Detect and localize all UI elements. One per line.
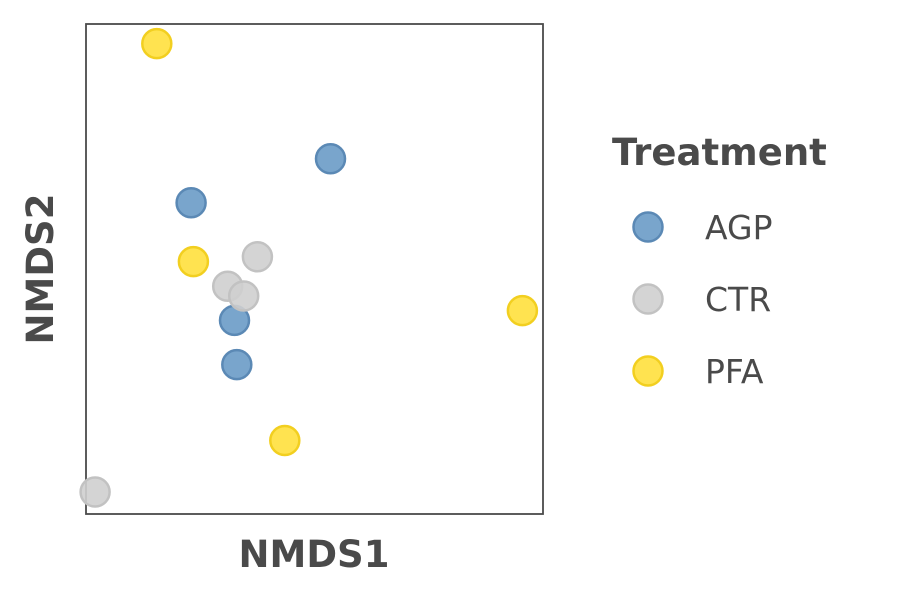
legend-entries: AGP CTR PFA (632, 208, 772, 391)
plot-area-frame (85, 23, 544, 515)
legend-label-agp: AGP (705, 208, 772, 247)
data-points-layer (79, 27, 539, 508)
legend-marker-agp (632, 211, 664, 243)
data-point-ctr-3 (227, 280, 260, 312)
legend-title: Treatment (612, 131, 827, 174)
data-point-ctr-1 (241, 241, 274, 273)
legend-label-ctr: CTR (705, 280, 771, 319)
legend-marker-ctr (632, 283, 664, 315)
data-point-agp-2 (175, 187, 207, 219)
legend: Treatment AGP CTR PFA (612, 131, 827, 391)
data-point-pfa-3 (506, 294, 539, 327)
x-axis-title: NMDS1 (239, 533, 390, 576)
y-axis-title: NMDS2 (19, 194, 62, 345)
data-point-agp-1 (314, 143, 347, 175)
data-point-pfa-1 (141, 27, 173, 60)
data-point-pfa-4 (269, 424, 301, 457)
data-point-ctr-4 (79, 476, 111, 508)
legend-marker-pfa (632, 355, 664, 387)
legend-label-pfa: PFA (705, 352, 764, 391)
data-point-agp-4 (221, 348, 253, 381)
data-point-pfa-2 (177, 245, 210, 278)
